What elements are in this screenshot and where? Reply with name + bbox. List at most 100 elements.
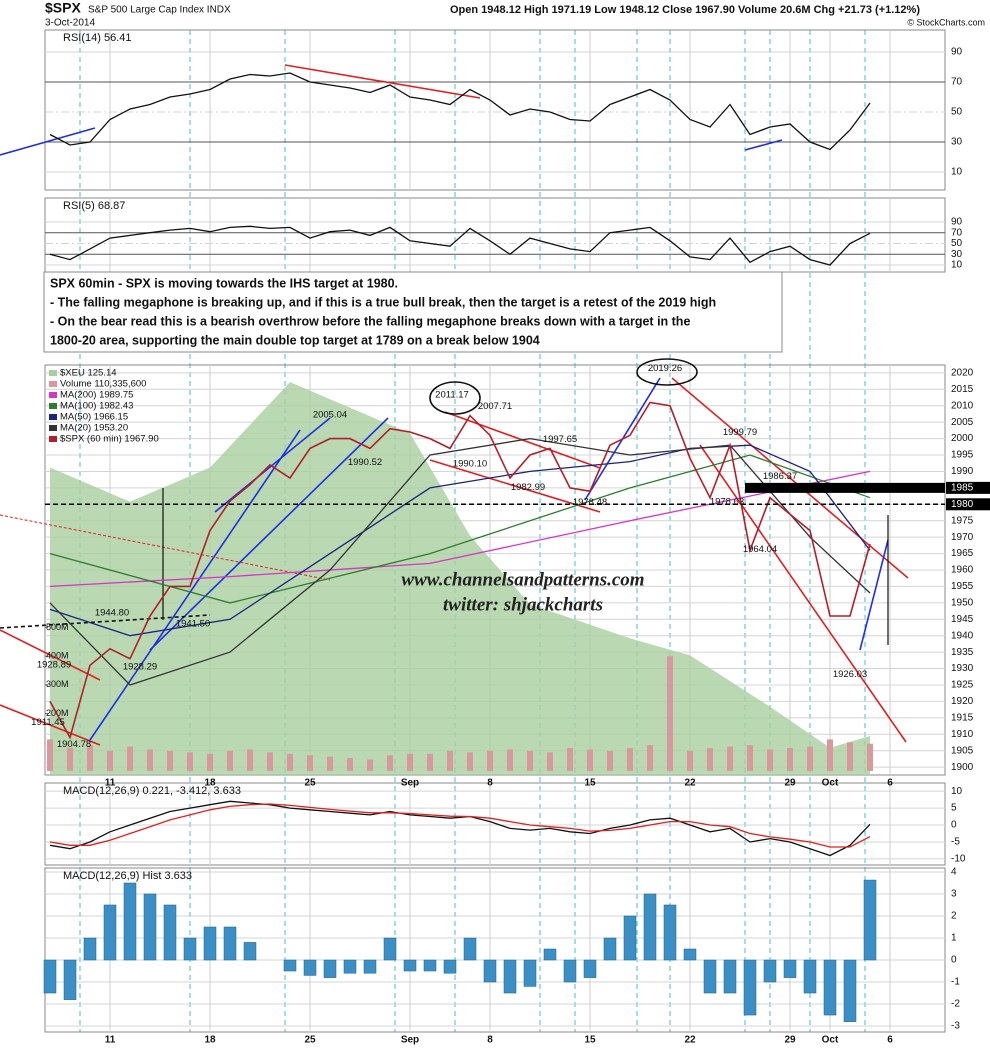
volume-bar <box>747 745 753 771</box>
volume-bar <box>367 759 373 771</box>
y-tick-label: -3 <box>951 1021 960 1032</box>
volume-bar <box>487 750 493 771</box>
histogram-bar <box>783 959 797 978</box>
watermark: twitter: shjackcharts <box>443 594 603 615</box>
y-tick-label: 2 <box>951 911 957 922</box>
volume-bar <box>67 748 73 771</box>
chart-date: 3-Oct-2014 <box>45 18 95 29</box>
volume-bar <box>627 748 633 771</box>
level-label: 1980 <box>951 499 974 510</box>
histogram-bar <box>703 959 717 994</box>
legend-label: $XEU 125.14 <box>60 368 117 379</box>
symbol: $SPX <box>45 0 81 16</box>
trend-line <box>859 539 889 651</box>
price-label: 2019.26 <box>648 363 682 374</box>
annotation-line: - The falling megaphone is breaking up, … <box>50 295 716 309</box>
histogram-bar <box>303 959 317 976</box>
panel-title: RSI(14) 56.41 <box>63 32 131 44</box>
histogram-bar <box>663 904 677 961</box>
volume-bar <box>867 743 873 771</box>
histogram-bar <box>823 959 837 1016</box>
price-label: 1964.04 <box>743 544 777 555</box>
y-tick-label: 2005 <box>951 417 974 428</box>
volume-bar <box>207 753 213 771</box>
histogram-bar <box>283 959 297 972</box>
trend-arrow <box>744 139 783 151</box>
volume-bar <box>547 752 553 771</box>
y-tick-label: 1945 <box>951 614 974 625</box>
volume-bar <box>567 748 573 771</box>
volume-bar <box>247 749 253 771</box>
legend-label: Volume 110,335,600 <box>60 379 146 390</box>
histogram-bar <box>443 959 457 974</box>
price-label: 1978.63 <box>710 496 744 507</box>
price-label: 1911.45 <box>31 717 65 728</box>
level-box <box>946 498 990 511</box>
y-tick-label: 50 <box>951 107 963 118</box>
histogram-bar <box>603 937 617 961</box>
y-tick-label: 30 <box>951 137 963 148</box>
y-tick-label: 1990 <box>951 466 974 477</box>
x-tick-label: 29 <box>784 1035 796 1046</box>
volume-tick-label: 300M <box>46 679 69 689</box>
histogram-bar <box>723 959 737 994</box>
histogram-bar <box>763 959 777 983</box>
volume-tick-label: 400M <box>46 651 69 661</box>
y-tick-label: 3 <box>951 889 957 900</box>
y-tick-label: 1965 <box>951 548 974 559</box>
x-tick-label: 8 <box>487 778 493 789</box>
series-line <box>49 803 871 848</box>
series-line <box>49 454 871 604</box>
y-tick-label: 70 <box>951 227 963 238</box>
x-tick-label: 18 <box>204 778 216 789</box>
x-tick-label: 18 <box>204 1035 216 1046</box>
series-line <box>49 800 871 857</box>
volume-bar <box>647 745 653 771</box>
volume-bar <box>167 750 173 771</box>
histogram-bar <box>343 959 357 974</box>
annotation-line: SPX 60min - SPX is moving towards the IH… <box>50 276 398 290</box>
x-tick-label: 25 <box>304 1035 316 1046</box>
histogram-bar <box>123 882 137 961</box>
histogram-bar <box>183 937 197 961</box>
panel-frame <box>44 782 946 866</box>
y-tick-label: 90 <box>951 47 963 58</box>
price-label: 1999.79 <box>723 427 757 438</box>
volume-bar <box>847 742 853 771</box>
x-tick-label: 8 <box>487 1035 493 1046</box>
volume-bar <box>767 749 773 771</box>
credit: © StockCharts.com <box>907 17 985 27</box>
legend-swatch <box>49 370 57 376</box>
histogram-bar <box>223 926 237 961</box>
volume-bar <box>327 756 333 771</box>
y-tick-label: 70 <box>951 77 963 88</box>
panel-title: MACD(12,26,9) Hist 3.633 <box>63 870 192 882</box>
trend-line <box>0 629 101 681</box>
price-label: 1944.80 <box>95 607 129 618</box>
price-label: 1926.03 <box>833 669 867 680</box>
y-tick-label: 1905 <box>951 745 974 756</box>
legend-label: MA(200) 1989.75 <box>60 390 133 401</box>
histogram-bar <box>543 948 557 961</box>
y-tick-label: 1940 <box>951 630 974 641</box>
trend-line <box>429 459 601 513</box>
trend-line <box>699 444 907 743</box>
volume-bar <box>687 750 693 771</box>
y-tick-label: 1960 <box>951 565 974 576</box>
x-tick-label: 6 <box>887 1035 893 1046</box>
annotation-line: 1800-20 area, supporting the main double… <box>50 333 540 347</box>
annotation-box <box>43 271 783 353</box>
price-label: 2007.71 <box>478 401 512 412</box>
histogram-bar <box>683 948 697 961</box>
y-tick-label: 10 <box>951 260 963 271</box>
top-circle <box>429 381 481 415</box>
y-tick-label: 30 <box>951 249 963 260</box>
volume-bar <box>107 750 113 771</box>
price-label: 1928.29 <box>123 662 157 673</box>
y-tick-label: 2015 <box>951 384 974 395</box>
price-label: 1928.89 <box>37 660 71 671</box>
x-tick-label: Oct <box>822 778 839 789</box>
legend-swatch <box>49 381 57 387</box>
legend-label: MA(100) 1982.43 <box>60 401 133 412</box>
